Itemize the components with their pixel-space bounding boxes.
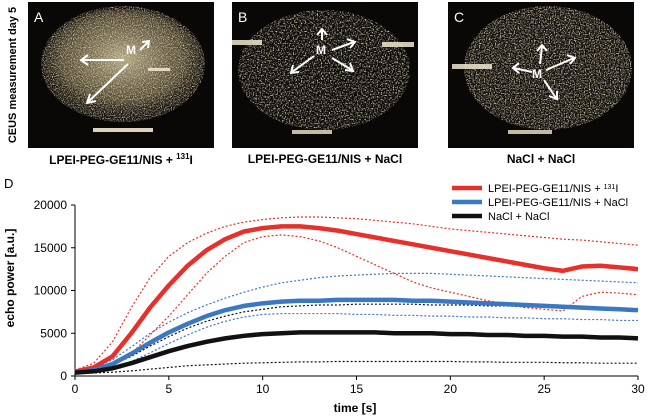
x-tick-label: 25	[537, 382, 551, 396]
ultrasound-panel-a: A M	[28, 2, 214, 148]
panel-a-caption: LPEI-PEG-GE11/NIS + 131I	[28, 152, 214, 167]
panel-b-marker: M	[316, 43, 326, 57]
panel-d-letter: D	[4, 176, 14, 191]
x-tick-label: 5	[165, 382, 172, 396]
x-tick-label: 10	[256, 382, 270, 396]
ultrasound-image-b: B M	[232, 2, 418, 148]
chart-axes: 0 5 10 15 20 25 30 0 5000 10000 15000 20000	[34, 198, 645, 396]
x-tick-label: 15	[350, 382, 364, 396]
series-1-upper-bound	[74, 272, 639, 373]
ceus-vertical-label-text: CEUS measurement day 5	[7, 6, 19, 144]
panel-b-caption: LPEI-PEG-GE11/NIS + NaCl	[232, 152, 418, 166]
panel-a-arrows	[79, 39, 151, 105]
panel-a-marker: M	[126, 43, 136, 57]
ultrasound-panel-b: B M	[232, 2, 418, 148]
x-tick-label: 0	[72, 382, 79, 396]
series-1-mean-line	[74, 297, 639, 375]
series-0-mean-line	[74, 224, 639, 374]
series-2-lower-bound	[74, 360, 638, 375]
legend-label-1: LPEI-PEG-GE11/NIS + NaCl	[488, 197, 628, 209]
panel-c-letter: C	[454, 9, 464, 25]
y-tick-label: 5000	[40, 326, 67, 340]
y-axis-title: echo power [a.u.]	[3, 229, 17, 328]
chart-series	[74, 216, 639, 375]
x-tick-label: 20	[444, 382, 458, 396]
panel-a-letter: A	[34, 9, 44, 25]
panel-c-caption-main: NaCl + NaCl	[506, 152, 576, 166]
y-tick-label: 0	[60, 369, 67, 383]
legend-label-2: NaCl + NaCl	[488, 211, 549, 223]
ultrasound-panel-c: C M	[448, 2, 634, 148]
panel-c-arrows	[511, 43, 577, 101]
ultrasound-image-a: A M	[28, 2, 214, 148]
panel-b-letter: B	[238, 9, 247, 25]
panel-c-marker: M	[532, 67, 542, 81]
panel-c-caption: NaCl + NaCl	[448, 152, 634, 166]
legend-label-0: LPEI-PEG-GE11/NIS + 131I	[488, 183, 618, 195]
chart-legend: LPEI-PEG-GE11/NIS + 131I LPEI-PEG-GE11/NI…	[452, 183, 628, 223]
panel-b-arrows	[289, 27, 357, 75]
panel-a-caption-main: LPEI-PEG-GE11/NIS +	[49, 153, 177, 167]
ceus-vertical-label: CEUS measurement day 5	[2, 0, 24, 150]
x-tick-label: 30	[631, 382, 645, 396]
series-0-upper-bound	[74, 216, 639, 371]
panel-b-caption-main: LPEI-PEG-GE11/NIS + NaCl	[247, 152, 403, 166]
y-tick-label: 20000	[34, 198, 68, 212]
series-0-lower-bound	[74, 234, 639, 375]
echo-power-chart: 0 5 10 15 20 25 30 0 5000 10000 15000 20000 LPEI-PE…	[3, 183, 645, 415]
y-tick-label: 15000	[34, 241, 68, 255]
y-tick-label: 10000	[34, 284, 68, 298]
ultrasound-image-c: C M	[448, 2, 634, 148]
panel-a-caption-sup: 131	[176, 152, 190, 161]
panel-a-caption-tail: I	[189, 153, 193, 167]
series-1-lower-bound	[74, 312, 638, 375]
series-2-mean-line	[74, 330, 639, 375]
x-axis-title: time [s]	[334, 401, 377, 415]
